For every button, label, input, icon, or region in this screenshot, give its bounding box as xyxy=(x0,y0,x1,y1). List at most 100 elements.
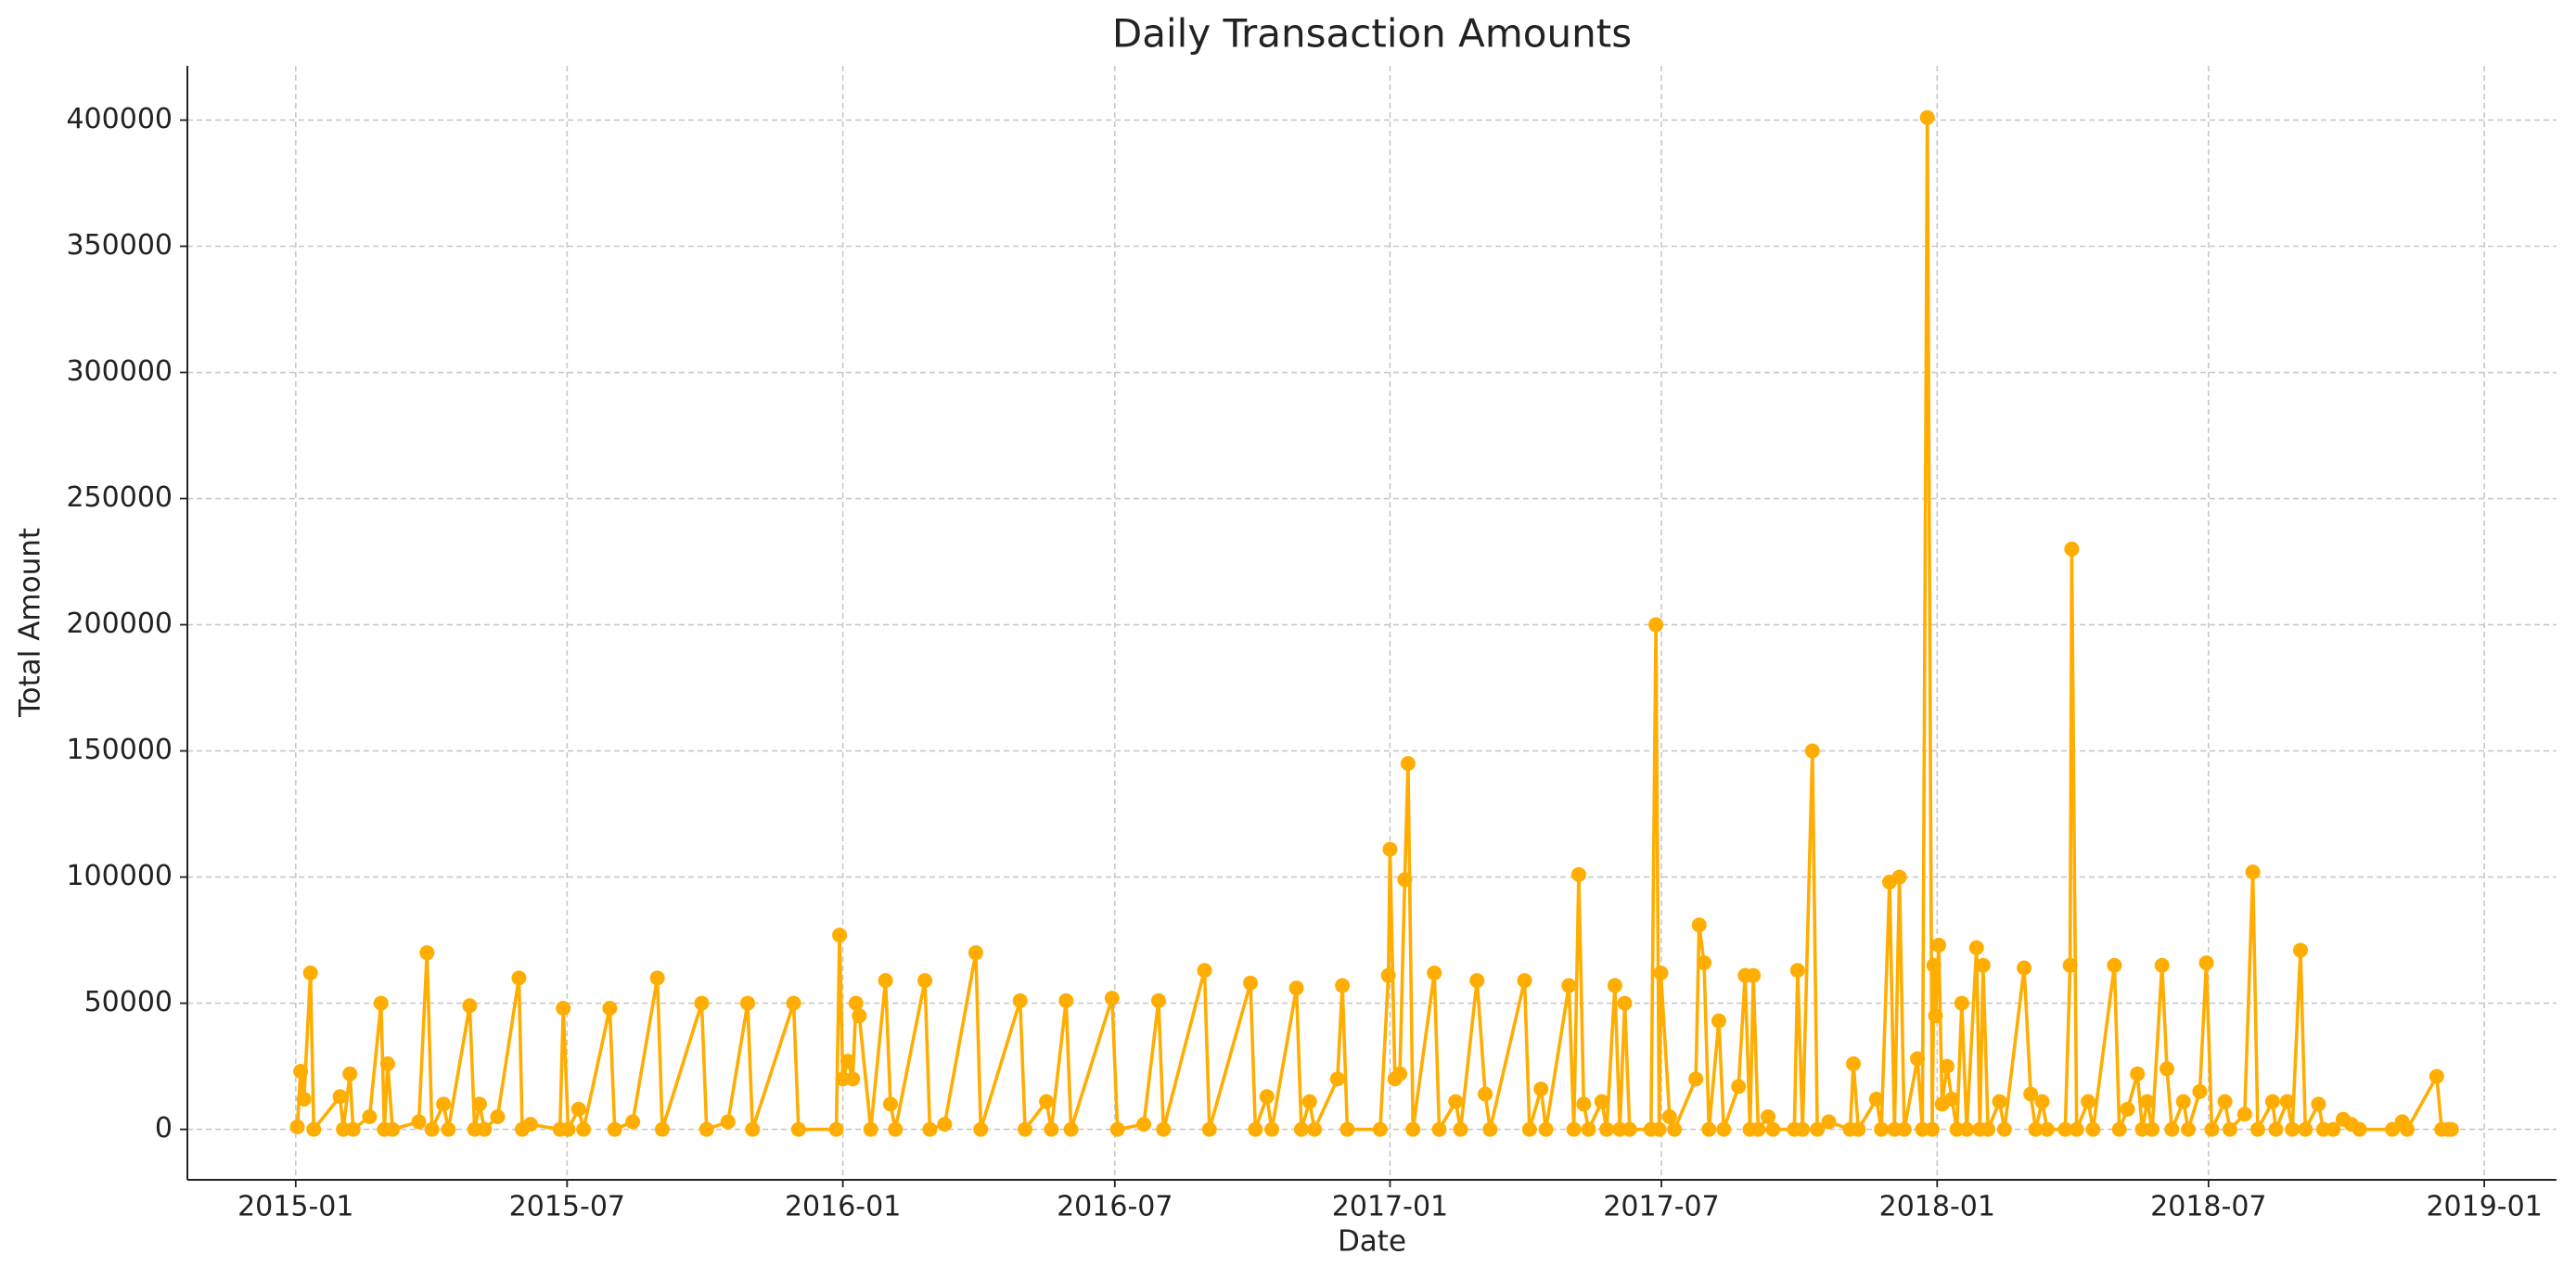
data-point xyxy=(2352,1121,2367,1137)
data-point xyxy=(2222,1121,2237,1137)
data-point xyxy=(1018,1121,1033,1137)
data-point xyxy=(424,1121,440,1137)
data-point xyxy=(1992,1094,2007,1109)
data-point xyxy=(1653,965,1669,980)
data-point xyxy=(1576,1096,1592,1112)
data-point xyxy=(1453,1121,1468,1137)
data-point xyxy=(2039,1121,2055,1137)
y-tick-label: 50000 xyxy=(84,986,173,1018)
data-point xyxy=(1944,1091,1960,1107)
x-tick-label: 2015-01 xyxy=(237,1191,353,1223)
data-point xyxy=(2111,1121,2127,1137)
data-point xyxy=(1478,1086,1493,1102)
data-point xyxy=(2326,1121,2341,1137)
data-point xyxy=(1150,992,1166,1008)
data-point xyxy=(937,1117,953,1133)
data-point xyxy=(2264,1094,2280,1109)
y-tick-label: 100000 xyxy=(66,860,173,892)
data-point xyxy=(1939,1058,1954,1074)
data-point xyxy=(1259,1089,1275,1105)
y-tick-label: 150000 xyxy=(66,734,173,766)
data-point xyxy=(1397,872,1413,888)
data-point xyxy=(1746,967,1762,983)
data-point xyxy=(1243,975,1259,991)
data-point xyxy=(1688,1071,1704,1087)
data-point xyxy=(863,1121,878,1137)
data-point xyxy=(1919,109,1935,125)
data-point xyxy=(1701,1121,1717,1137)
x-tick-label: 2018-01 xyxy=(1879,1191,1995,1223)
data-point xyxy=(471,1096,487,1112)
data-point xyxy=(2057,1121,2073,1137)
data-point xyxy=(385,1121,401,1137)
data-point xyxy=(786,995,801,1011)
x-tick-label: 2017-07 xyxy=(1603,1191,1719,1223)
data-point xyxy=(1959,1121,1975,1137)
x-tick-label: 2016-01 xyxy=(785,1191,901,1223)
data-point xyxy=(1307,1121,1323,1137)
data-point xyxy=(1382,841,1398,857)
data-point xyxy=(1697,955,1712,971)
data-point xyxy=(968,945,983,961)
data-point xyxy=(1851,1121,1866,1137)
data-point xyxy=(828,1121,844,1137)
data-point xyxy=(2028,1121,2044,1137)
data-point xyxy=(1891,869,1907,885)
data-point xyxy=(1392,1066,1408,1082)
data-point xyxy=(845,1071,861,1087)
data-point xyxy=(293,1064,309,1080)
data-point xyxy=(2034,1094,2050,1109)
x-tick-label: 2017-01 xyxy=(1332,1191,1448,1223)
data-point xyxy=(2120,1101,2135,1117)
data-point xyxy=(1996,1121,2012,1137)
data-point xyxy=(302,965,318,980)
data-point xyxy=(576,1121,592,1137)
data-point xyxy=(1874,1121,1890,1137)
data-point xyxy=(1931,938,1947,954)
data-point xyxy=(342,1066,358,1082)
data-point xyxy=(462,998,478,1014)
data-point xyxy=(1651,1121,1667,1137)
data-point xyxy=(2268,1121,2284,1137)
data-point xyxy=(1058,992,1074,1008)
data-point xyxy=(2298,1121,2313,1137)
data-point xyxy=(345,1121,361,1137)
data-point xyxy=(1561,978,1577,993)
data-point xyxy=(2285,1121,2300,1137)
data-point xyxy=(2159,1061,2175,1077)
data-point xyxy=(1804,743,1820,759)
data-point xyxy=(373,995,389,1011)
data-point xyxy=(1761,1108,1776,1124)
data-point xyxy=(2145,1121,2160,1137)
data-point xyxy=(2085,1121,2101,1137)
y-tick-label: 300000 xyxy=(66,355,173,388)
data-point xyxy=(1617,995,1633,1011)
data-point xyxy=(1566,1121,1582,1137)
data-point xyxy=(511,970,527,986)
data-point xyxy=(739,995,755,1011)
data-point xyxy=(1533,1082,1549,1097)
y-tick-label: 400000 xyxy=(66,103,173,135)
data-point xyxy=(556,1001,571,1017)
data-point xyxy=(832,928,848,943)
data-point xyxy=(1201,1121,1217,1137)
data-point xyxy=(1288,980,1304,996)
data-point xyxy=(1109,1121,1125,1137)
data-point xyxy=(332,1089,348,1105)
data-point xyxy=(1765,1121,1781,1137)
data-point xyxy=(1968,940,1984,955)
data-point xyxy=(1427,965,1442,980)
data-point xyxy=(1594,1094,1609,1109)
data-point xyxy=(790,1121,806,1137)
data-point xyxy=(2198,955,2214,971)
data-point xyxy=(1621,1121,1637,1137)
data-point xyxy=(477,1121,493,1137)
y-tick-label: 200000 xyxy=(66,608,173,640)
data-point xyxy=(1716,1121,1732,1137)
data-point xyxy=(1926,957,1942,973)
data-point xyxy=(379,1056,395,1071)
data-point xyxy=(882,1096,898,1112)
data-point xyxy=(1380,967,1396,983)
data-point xyxy=(2192,1083,2208,1099)
